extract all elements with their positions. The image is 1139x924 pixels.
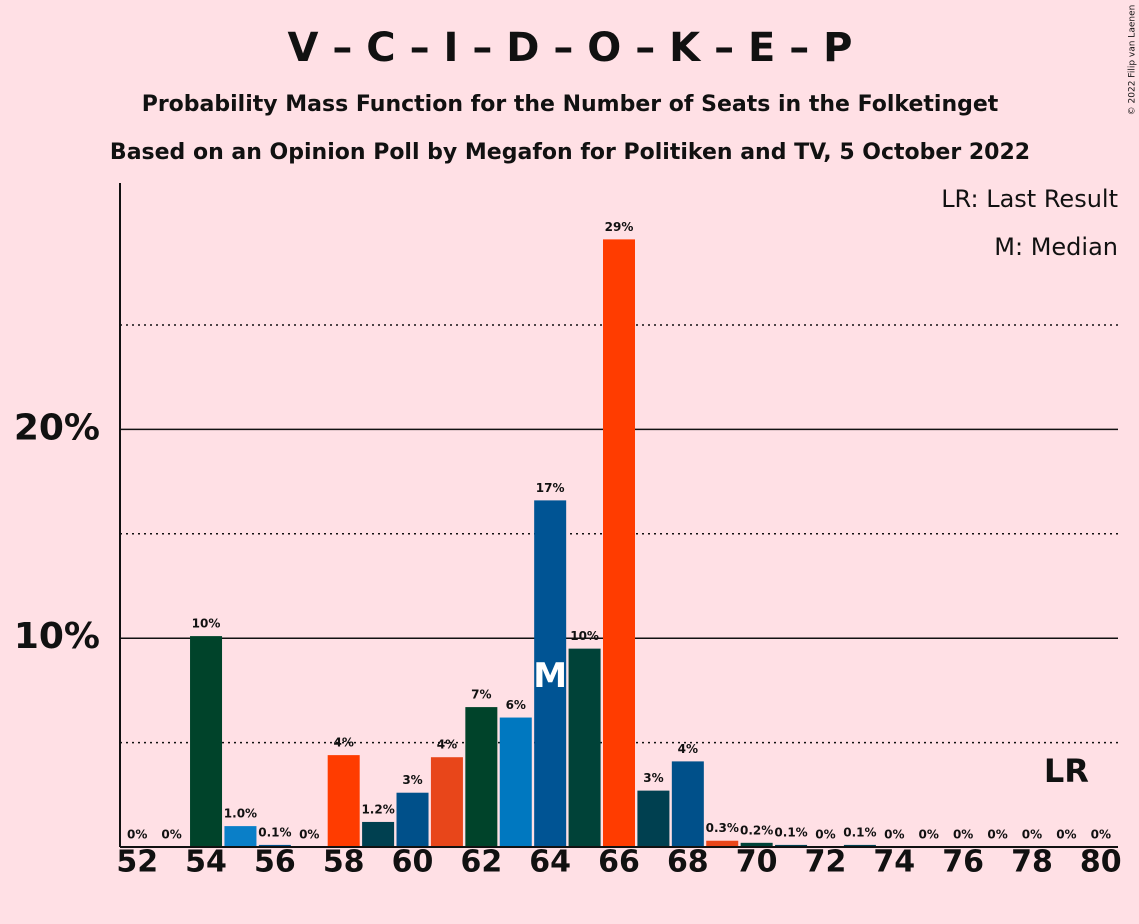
- bar: [740, 842, 773, 847]
- x-tick-label: 76: [942, 845, 984, 880]
- chart-title: V – C – I – D – O – K – E – P: [288, 25, 853, 71]
- x-tick-label: 64: [529, 845, 571, 880]
- bar: [843, 844, 876, 847]
- x-tick-label: 56: [254, 845, 296, 880]
- value-label: 0%: [127, 828, 147, 842]
- bar: [637, 790, 670, 847]
- x-tick-label: 66: [598, 845, 640, 880]
- value-label: 7%: [471, 688, 491, 702]
- value-label: 3%: [643, 771, 663, 785]
- value-label: 0%: [1091, 828, 1111, 842]
- value-label: 0%: [1056, 828, 1076, 842]
- value-label: 4%: [678, 742, 698, 756]
- value-label: 4%: [334, 736, 354, 750]
- chart-subtitle: Probability Mass Function for the Number…: [142, 92, 999, 117]
- bar: [224, 826, 257, 847]
- bar: [190, 636, 223, 847]
- value-label: 0%: [815, 828, 835, 842]
- x-tick-label: 78: [1011, 845, 1053, 880]
- bar: [430, 757, 463, 847]
- x-tick-label: 52: [116, 845, 158, 880]
- value-label: 0%: [987, 828, 1007, 842]
- bar: [775, 844, 808, 847]
- legend-entry: LR: Last Result: [941, 185, 1118, 213]
- value-label: 0%: [161, 828, 181, 842]
- x-tick-label: 74: [873, 845, 915, 880]
- value-label: 0.1%: [258, 825, 291, 839]
- legend-entry: M: Median: [994, 233, 1118, 261]
- value-label: 0.1%: [774, 825, 807, 839]
- bar: [499, 717, 532, 847]
- value-label: 0%: [919, 828, 939, 842]
- bar: [534, 500, 567, 847]
- y-tick-label: 20%: [14, 407, 100, 448]
- bar: [706, 840, 739, 847]
- value-label: 10%: [570, 629, 599, 643]
- bar: [568, 648, 601, 847]
- value-label: 0.3%: [706, 821, 739, 835]
- value-label: 0.2%: [740, 823, 773, 837]
- bar: [671, 761, 704, 847]
- bar: [396, 792, 429, 847]
- bar: [258, 844, 291, 847]
- value-label: 6%: [506, 698, 526, 712]
- median-marker: M: [533, 656, 567, 696]
- last-result-marker: LR: [1044, 752, 1089, 790]
- bar: [465, 707, 498, 847]
- value-label: 0%: [299, 828, 319, 842]
- x-tick-label: 54: [185, 845, 227, 880]
- value-label: 0%: [953, 828, 973, 842]
- chart-subtitle: Based on an Opinion Poll by Megafon for …: [110, 140, 1030, 165]
- value-label: 1.2%: [361, 802, 394, 816]
- value-label: 4%: [437, 738, 457, 752]
- x-tick-label: 70: [736, 845, 778, 880]
- value-label: 1.0%: [224, 807, 257, 821]
- copyright: © 2022 Filip van Laenen: [1128, 5, 1138, 116]
- bar: [362, 821, 395, 847]
- value-label: 0.1%: [843, 825, 876, 839]
- y-tick-label: 10%: [14, 616, 100, 657]
- x-tick-label: 80: [1080, 845, 1122, 880]
- value-label: 0%: [1022, 828, 1042, 842]
- x-tick-label: 62: [460, 845, 502, 880]
- x-tick-label: 58: [323, 845, 365, 880]
- value-label: 10%: [192, 617, 221, 631]
- value-label: 3%: [402, 773, 422, 787]
- value-label: 0%: [884, 828, 904, 842]
- bar: [602, 239, 636, 847]
- value-label: 29%: [605, 220, 634, 234]
- x-tick-label: 60: [392, 845, 434, 880]
- x-tick-label: 72: [805, 845, 847, 880]
- bar: [327, 755, 360, 847]
- x-tick-label: 68: [667, 845, 709, 880]
- value-label: 17%: [536, 481, 565, 495]
